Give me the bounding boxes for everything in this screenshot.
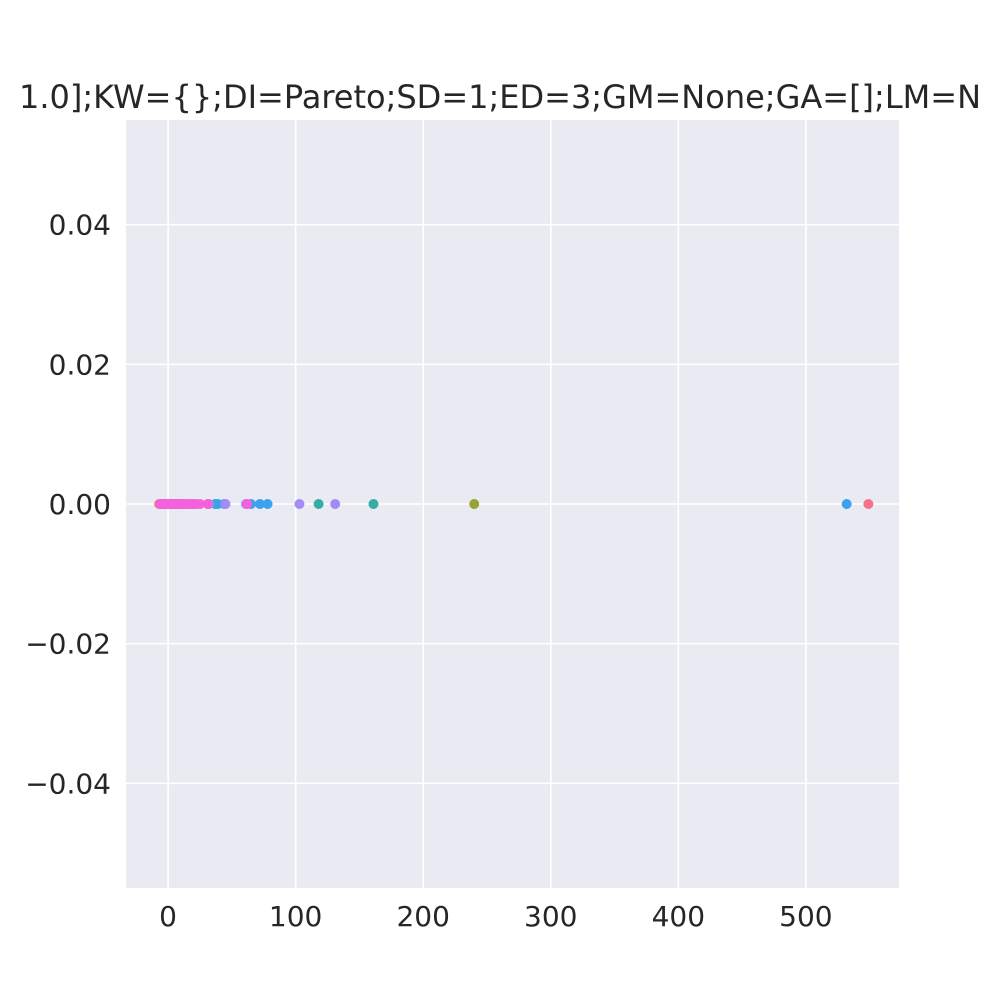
- data-points: [154, 499, 874, 509]
- data-point: [863, 499, 874, 509]
- x-tick-label: 500: [779, 900, 832, 933]
- data-point: [313, 499, 324, 509]
- x-tick-label: 400: [652, 900, 705, 933]
- data-point: [194, 499, 205, 509]
- x-tick-label: 300: [524, 900, 577, 933]
- data-point: [254, 499, 265, 509]
- data-point: [220, 499, 231, 509]
- data-point: [330, 499, 341, 509]
- tick-labels: 0 100 200 300 400 500 0.04 0.02 0.00 −0.02 −0.04: [25, 209, 832, 933]
- y-tick-label: 0.04: [49, 209, 111, 242]
- x-tick-label: 0: [159, 900, 177, 933]
- y-tick-label: 0.02: [49, 348, 111, 381]
- y-tick-label: −0.02: [25, 628, 111, 661]
- x-tick-label: 100: [269, 900, 322, 933]
- x-tick-label: 200: [396, 900, 449, 933]
- chart-title: 1.0];KW={};DI=Pareto;SD=1;ED=3;GM=None;G…: [19, 78, 981, 116]
- data-point: [294, 499, 305, 509]
- data-point: [262, 499, 273, 509]
- y-tick-label: 0.00: [49, 488, 111, 521]
- data-point: [469, 499, 480, 509]
- data-point: [841, 499, 852, 509]
- y-tick-label: −0.04: [25, 767, 111, 800]
- grid-lines: [126, 120, 899, 888]
- data-point: [202, 499, 213, 509]
- data-point: [242, 499, 253, 509]
- data-point: [368, 499, 379, 509]
